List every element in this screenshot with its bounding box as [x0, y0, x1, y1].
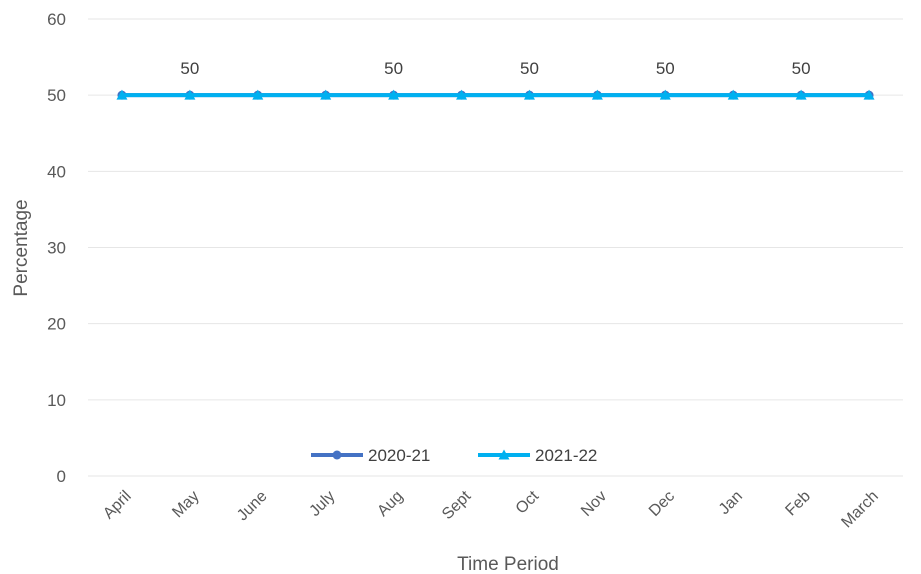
gridlines — [88, 18, 903, 477]
data-point — [320, 89, 332, 100]
legend-marker — [332, 450, 342, 460]
x-tick-label: Oct — [513, 487, 543, 517]
x-tick-label: Sept — [439, 487, 475, 523]
x-tick-label: June — [234, 488, 271, 525]
data-point — [116, 89, 128, 100]
x-tick-label: Feb — [782, 488, 814, 520]
series-lines — [116, 89, 875, 100]
data-labels: 50 50 50 50 50 — [180, 59, 810, 78]
data-point — [252, 89, 264, 100]
y-tick-label: 20 — [47, 315, 66, 334]
legend-label: 2020-21 — [368, 446, 430, 465]
legend-marker — [498, 449, 510, 460]
legend-item-2020-21: 2020-21 — [311, 446, 430, 465]
data-point — [388, 89, 400, 100]
data-label: 50 — [180, 59, 199, 78]
x-tick-label: July — [306, 488, 338, 520]
x-tick-label: Jan — [716, 488, 746, 518]
x-tick-label: May — [169, 488, 202, 521]
series-2021-22 — [116, 89, 875, 100]
data-point — [591, 89, 603, 100]
y-axis-ticks: 0 10 20 30 40 50 60 — [47, 10, 66, 486]
data-point — [795, 89, 807, 100]
y-tick-label: 30 — [47, 239, 66, 258]
y-tick-label: 10 — [47, 391, 66, 410]
legend-item-2021-22: 2021-22 — [478, 446, 597, 465]
x-tick-label: Dec — [646, 488, 678, 520]
x-tick-label: March — [838, 488, 881, 531]
data-point — [863, 89, 875, 100]
data-label: 50 — [520, 59, 539, 78]
x-axis-title: Time Period — [457, 554, 559, 574]
data-point — [727, 89, 739, 100]
data-point — [184, 89, 196, 100]
x-tick-label: Nov — [578, 488, 610, 520]
data-label: 50 — [384, 59, 403, 78]
data-point — [456, 89, 468, 100]
data-point — [523, 89, 535, 100]
x-tick-label: April — [100, 488, 135, 523]
data-label: 50 — [792, 59, 811, 78]
y-tick-label: 40 — [47, 162, 66, 181]
data-point — [659, 89, 671, 100]
y-tick-label: 50 — [47, 86, 66, 105]
data-label: 50 — [656, 59, 675, 78]
legend: 2020-21 2021-22 — [311, 446, 597, 465]
x-tick-label: Aug — [374, 488, 406, 520]
legend-label: 2021-22 — [535, 446, 597, 465]
y-axis-title: Percentage — [11, 199, 32, 296]
y-tick-label: 60 — [47, 10, 66, 29]
y-tick-label: 0 — [57, 467, 66, 486]
x-axis-ticks: April May June July Aug Sept Oct Nov Dec Jan Feb Ma… — [100, 487, 882, 531]
